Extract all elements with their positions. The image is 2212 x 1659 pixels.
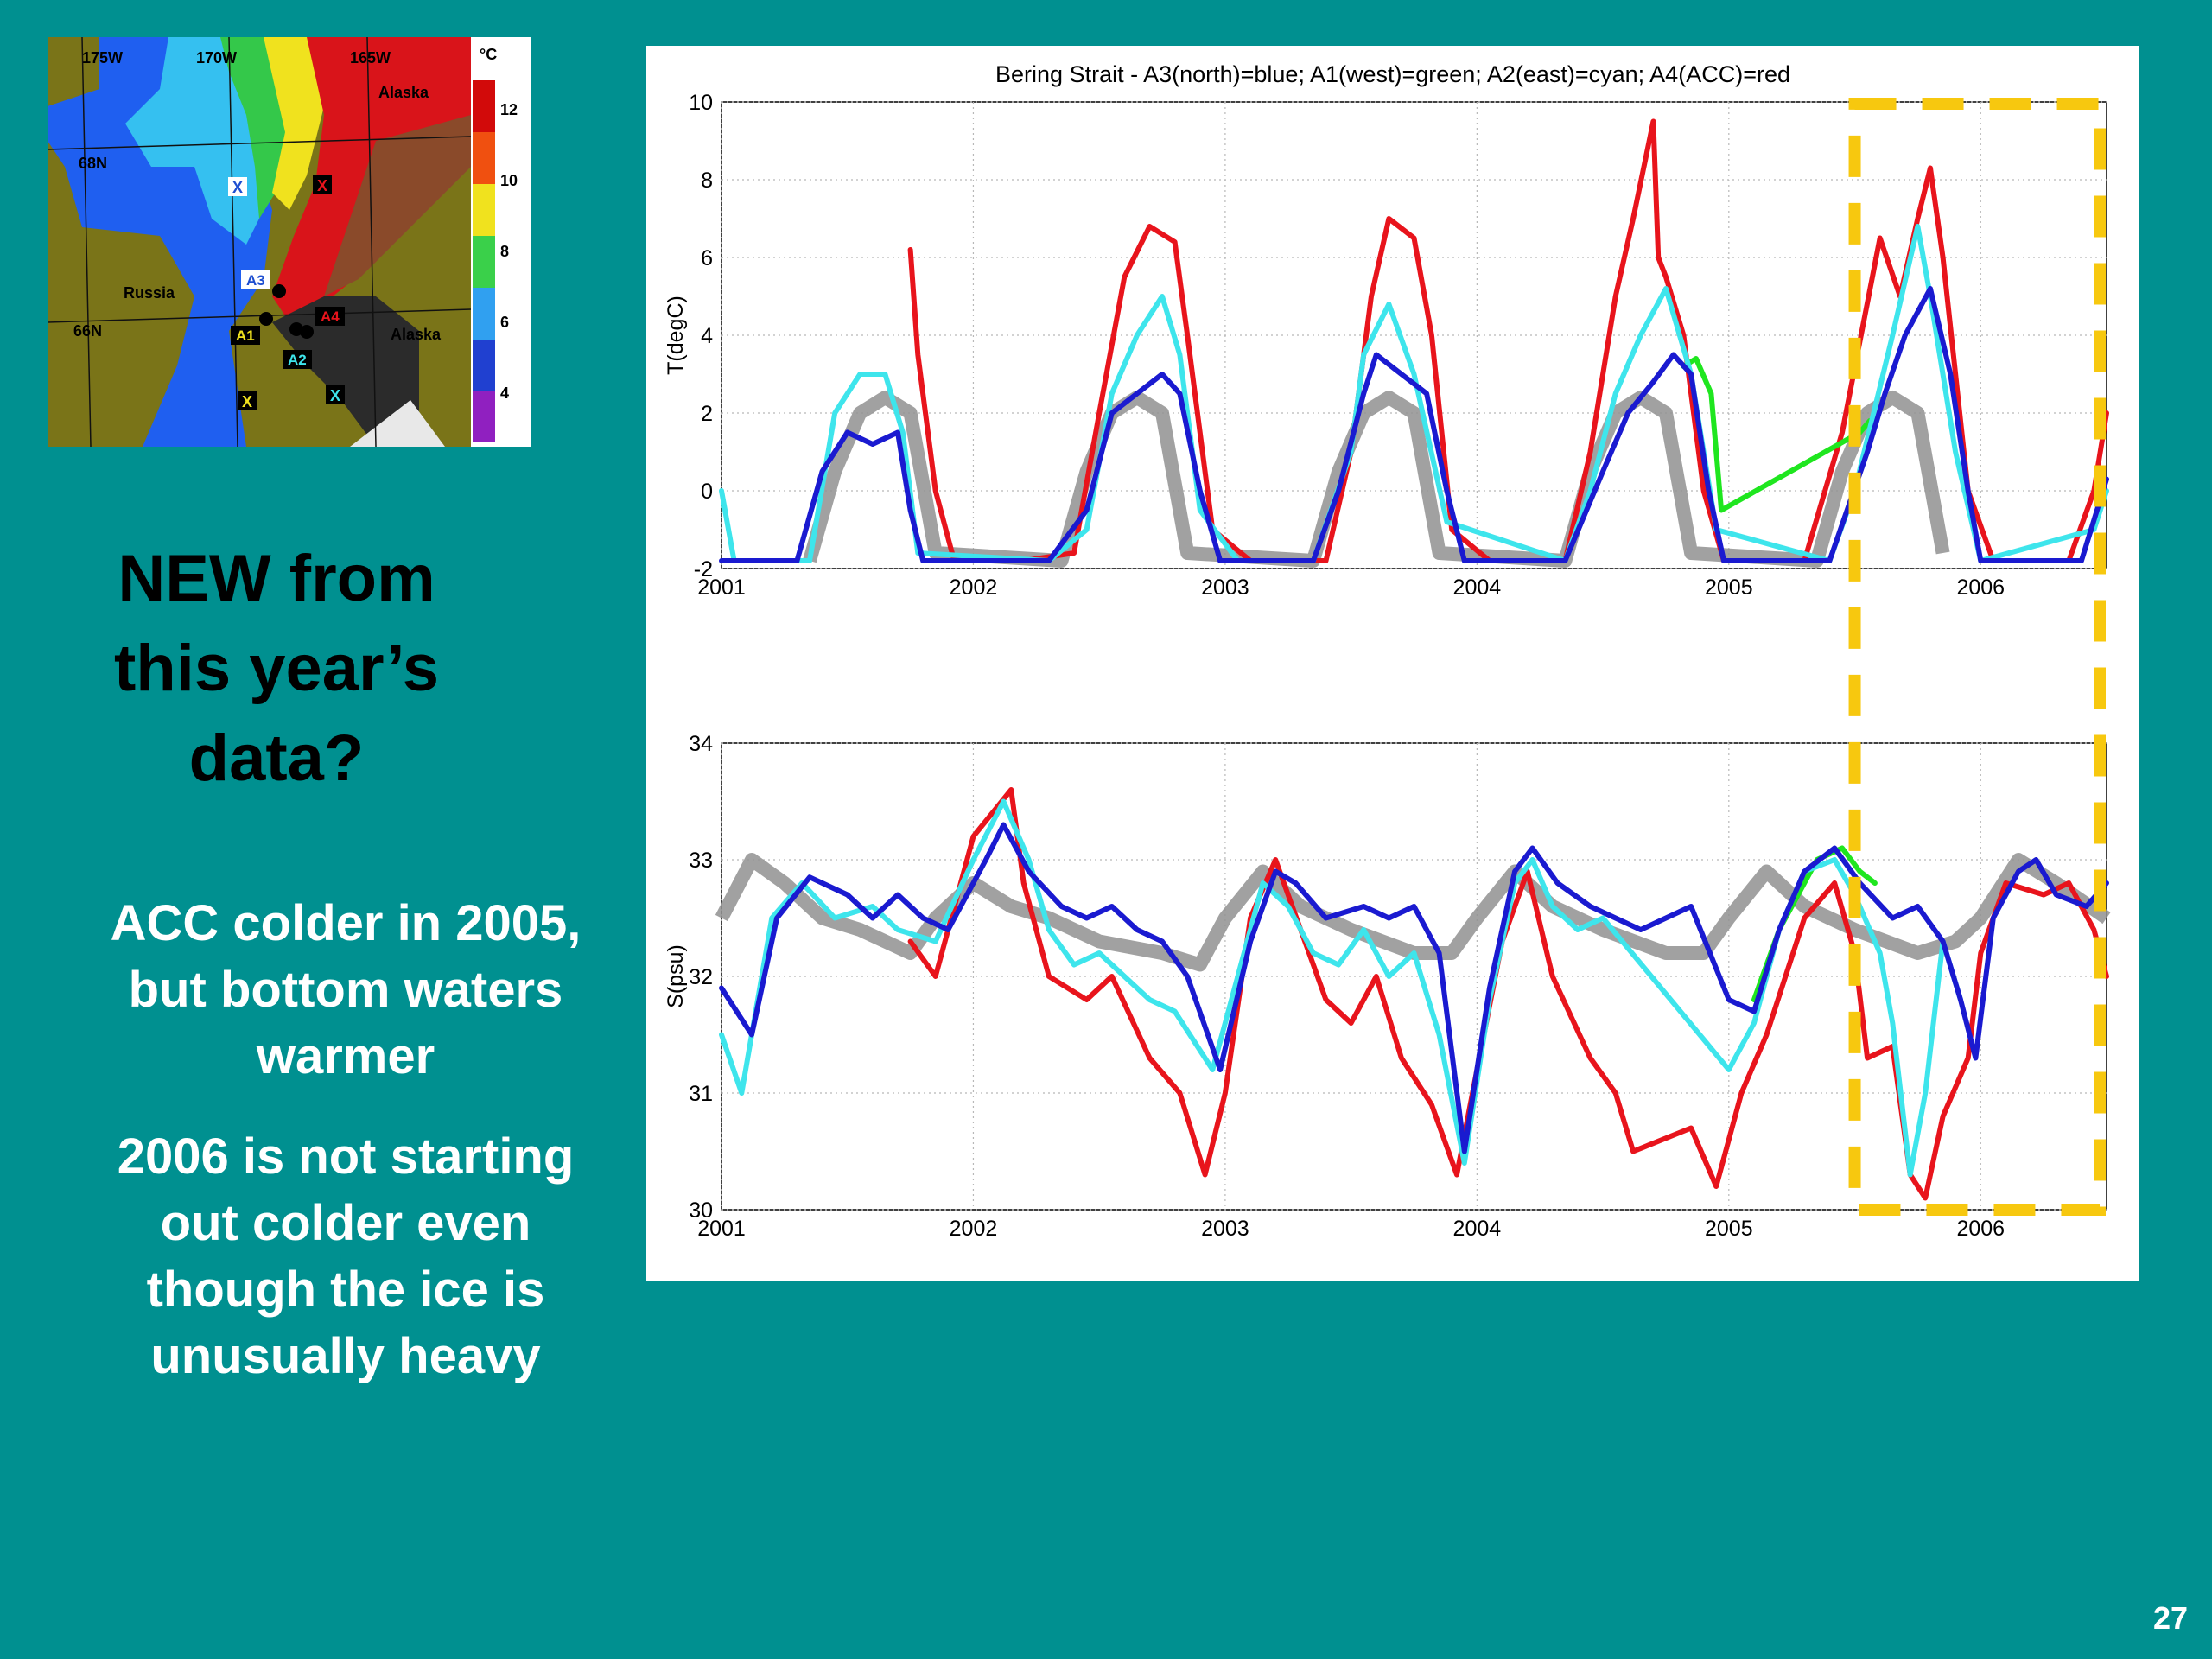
map-colorbar: [473, 80, 495, 442]
x-marker: X: [242, 393, 252, 410]
x-tick-label: 2002: [950, 1217, 998, 1241]
note-2006-not-colder: 2006 is not starting out colder even tho…: [117, 1128, 575, 1384]
x-tick-label: 2003: [1201, 575, 1249, 600]
chart-panel: Bering Strait - A3(north)=blue; A1(west)…: [646, 46, 2139, 1281]
y-tick-label: 32: [689, 965, 713, 989]
series-line: [719, 286, 2109, 563]
colorbar-unit: °C: [480, 46, 497, 63]
x-tick-label: 2004: [1453, 575, 1502, 600]
plot-area: [721, 742, 2107, 1211]
x-marker: X: [317, 177, 327, 194]
y-tick-label: 34: [689, 732, 713, 756]
y-tick-label: 0: [701, 480, 713, 504]
x-marker: X: [330, 387, 340, 404]
mooring-label-a3: A3: [246, 272, 265, 289]
y-axis-label: T(degC): [664, 296, 688, 375]
x-tick-label: 2006: [1956, 1217, 2005, 1241]
note-acc-colder: ACC colder in 2005, but bottom waters wa…: [110, 895, 582, 1084]
x-tick-label: 2002: [950, 575, 998, 600]
lat-label: 66N: [73, 322, 102, 340]
mooring-label-a4: A4: [321, 308, 340, 325]
bering-strait-timeseries-chart: Bering Strait - A3(north)=blue; A1(west)…: [664, 61, 2111, 1241]
x-tick-label: 2005: [1705, 575, 1753, 600]
x-tick-label: 2006: [1956, 575, 2005, 600]
lat-label: 68N: [79, 155, 107, 172]
chart-title: Bering Strait - A3(north)=blue; A1(west)…: [995, 61, 1790, 87]
land-label: Alaska: [391, 326, 442, 343]
series-line: [1681, 356, 1872, 513]
x-tick-label: 2005: [1705, 1217, 1753, 1241]
sea-surface-temperature-map: °C 12 10 8 6 4 175W 170W 165W 68N 66N Al…: [48, 37, 531, 447]
colorbar-tick: 8: [500, 243, 509, 260]
colorbar-tick: 12: [500, 101, 518, 118]
y-tick-label: 30: [689, 1198, 713, 1223]
mooring-label-a2: A2: [288, 352, 307, 368]
slide-number: 27: [2152, 1600, 2188, 1636]
x-tick-label: 2004: [1453, 1217, 1502, 1241]
y-tick-label: -2: [694, 557, 713, 582]
mooring-dots: [259, 284, 314, 339]
land-label: Russia: [124, 284, 175, 302]
x-tick-label: 2003: [1201, 1217, 1249, 1241]
plot-area: [721, 101, 2107, 569]
y-tick-label: 31: [689, 1082, 713, 1106]
slide-headline: NEW from this year’s data?: [114, 542, 439, 795]
map-brown-coast: [324, 115, 471, 296]
y-tick-label: 6: [701, 246, 713, 270]
lon-label: 175W: [82, 49, 123, 67]
climatology-band: [803, 391, 1950, 568]
y-tick-label: 33: [689, 849, 713, 873]
y-axis-label: S(psu): [664, 944, 688, 1008]
map-white-region: [350, 400, 445, 447]
series-line: [719, 798, 1963, 1178]
salinity-panel: 2001 2002 2003 2004 2005 2006 30 31 32 33 34 S(psu): [664, 732, 2111, 1241]
land-label: Alaska: [378, 84, 429, 101]
series-line: [907, 787, 2109, 1201]
y-tick-label: 10: [689, 91, 713, 115]
map-graticule: [48, 37, 472, 447]
y-tick-label: 2: [701, 402, 713, 426]
x-tick-label: 2001: [697, 575, 746, 600]
series-line: [719, 822, 2109, 1154]
lon-label: 170W: [196, 49, 237, 67]
map-yellow-water: [264, 37, 324, 210]
x-tick-label: 2001: [697, 1217, 746, 1241]
colorbar-tick: 10: [500, 172, 518, 189]
lon-label: 165W: [350, 49, 391, 67]
series-line: [719, 224, 2109, 563]
x-marker: X: [232, 179, 243, 196]
y-tick-label: 4: [701, 324, 713, 348]
mooring-label-a1: A1: [236, 327, 255, 344]
colorbar-tick: 4: [500, 385, 509, 402]
y-tick-label: 8: [701, 168, 713, 193]
colorbar-tick: 6: [500, 314, 509, 331]
temperature-panel: 2001 2002 2003 2004 2005 2006 -2 0 2 4 6 8 10 T(degC): [664, 91, 2109, 600]
